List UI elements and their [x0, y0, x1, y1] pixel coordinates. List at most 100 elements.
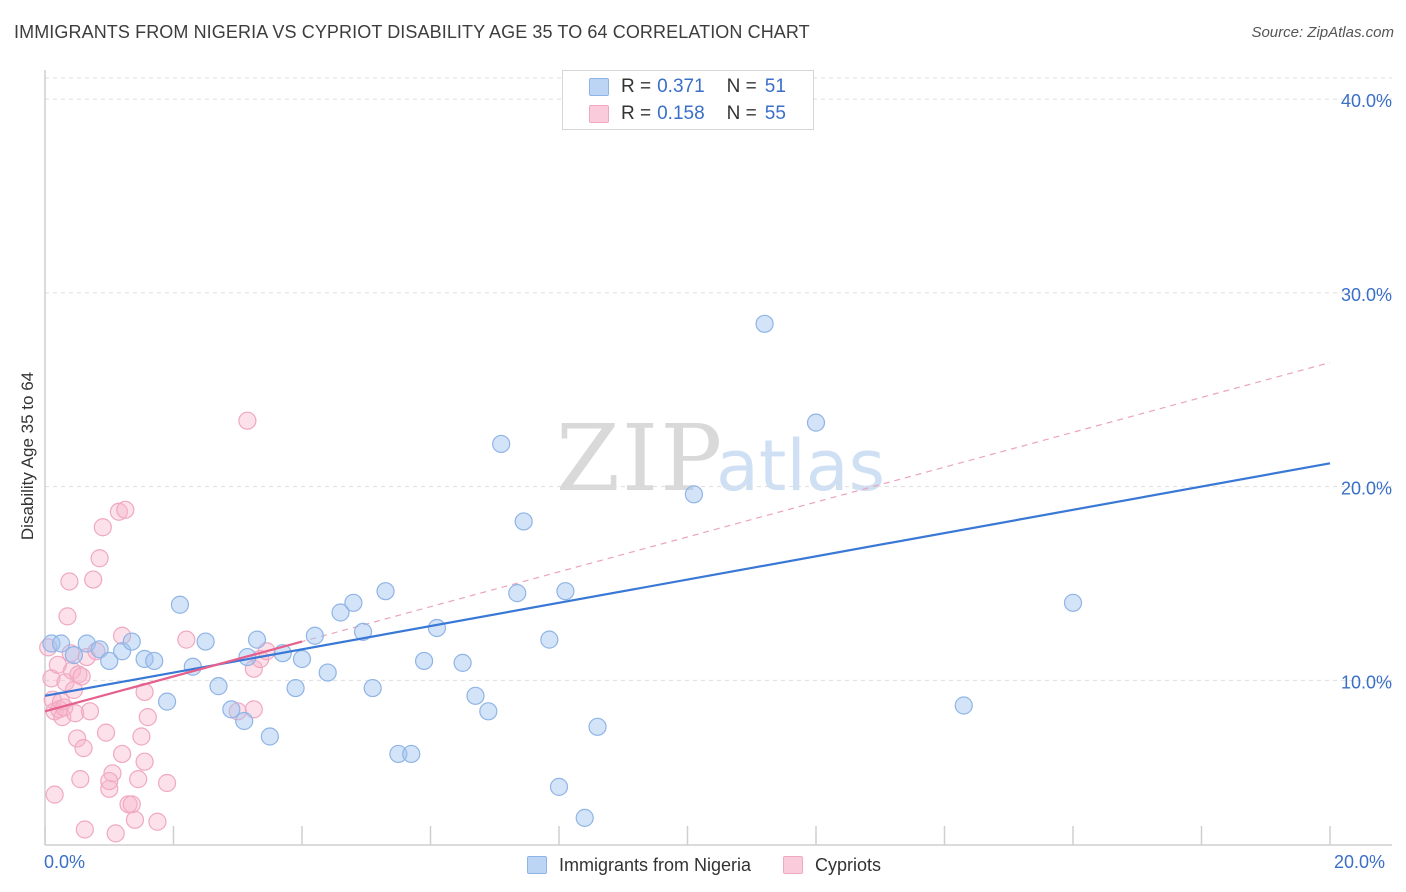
legend-swatch-pink [783, 856, 804, 874]
data-point-cypriots [109, 502, 128, 521]
data-point-cypriots [135, 752, 154, 771]
series-legend: Immigrants from Nigeria Cypriots [527, 852, 913, 878]
legend-r-value: 0.158 [657, 103, 705, 124]
data-point-nigeria [247, 630, 267, 649]
data-point-nigeria [292, 649, 312, 669]
data-point-cypriots [228, 702, 247, 721]
data-point-cypriots [112, 744, 132, 764]
watermark-zip: ZIP [556, 405, 724, 512]
data-point-nigeria [145, 651, 164, 671]
legend-n-label: N = [726, 103, 757, 124]
data-point-nigeria [196, 632, 215, 651]
data-point-cypriots [244, 700, 263, 719]
data-point-nigeria [806, 413, 826, 432]
data-point-nigeria [209, 677, 228, 696]
data-point-cypriots [157, 773, 177, 793]
legend-n-value: 51 [764, 76, 786, 97]
data-point-nigeria [260, 727, 279, 746]
watermark-atlas: atlas [716, 425, 885, 507]
x-tick-label-min: 0.0% [44, 852, 86, 872]
data-point-cypriots [148, 812, 167, 831]
data-point-cypriots [100, 771, 119, 791]
data-point-cypriots [80, 702, 100, 721]
legend-row-cypriots: R = 0.158 N = 55 [589, 100, 786, 128]
data-point-nigeria [414, 651, 434, 671]
data-point-nigeria [549, 777, 569, 796]
legend-r-label: R = [621, 103, 652, 124]
x-tick-label-max: 20.0% [1334, 852, 1386, 872]
data-point-nigeria [235, 711, 254, 731]
data-point-cypriots [90, 549, 109, 568]
y-tick-label: 20.0% [1341, 479, 1392, 499]
data-point-nigeria [466, 686, 485, 705]
data-point-cypriots [58, 607, 77, 626]
data-point-nigeria [1063, 593, 1083, 612]
legend-n-label: N = [726, 76, 757, 97]
legend-swatch-blue [589, 78, 609, 96]
legend-item-cypriots[interactable]: Cypriots [783, 855, 881, 876]
data-point-nigeria [90, 640, 109, 659]
data-point-cypriots [177, 630, 196, 649]
legend-item-nigeria[interactable]: Immigrants from Nigeria [527, 855, 751, 876]
data-point-nigeria [42, 634, 61, 653]
data-point-nigeria [318, 663, 337, 682]
data-point-cypriots [106, 824, 125, 843]
data-point-nigeria [479, 702, 498, 721]
data-point-cypriots [60, 572, 79, 591]
legend-swatch-pink [589, 105, 609, 123]
data-point-nigeria [389, 744, 408, 764]
data-point-nigeria [514, 512, 533, 531]
legend-label-nigeria: Immigrants from Nigeria [559, 854, 752, 875]
data-point-nigeria [402, 744, 421, 764]
data-point-nigeria [222, 700, 241, 719]
data-point-nigeria [508, 584, 527, 603]
y-tick-label: 40.0% [1341, 91, 1392, 111]
data-point-nigeria [64, 646, 84, 665]
data-point-cypriots [122, 795, 141, 814]
data-point-cypriots [96, 723, 116, 742]
data-point-nigeria [427, 618, 447, 638]
trend-line-cypriots [44, 640, 303, 713]
legend-row-nigeria: R = 0.371 N = 51 [589, 73, 786, 101]
data-point-nigeria [540, 630, 559, 649]
data-point-nigeria [112, 642, 132, 661]
data-point-nigeria [376, 582, 395, 601]
legend-r-label: R = [621, 76, 652, 97]
data-point-cypriots [129, 770, 148, 789]
data-point-nigeria [492, 434, 511, 454]
data-point-cypriots [100, 779, 119, 798]
data-point-nigeria [556, 582, 575, 601]
data-point-nigeria [755, 314, 774, 333]
data-point-cypriots [69, 665, 88, 684]
data-point-nigeria [684, 485, 704, 504]
legend-n-value: 55 [764, 103, 786, 124]
data-point-nigeria [305, 626, 324, 645]
data-point-nigeria [363, 678, 382, 698]
data-point-cypriots [71, 770, 90, 789]
correlation-legend: R = 0.371 N = 51 R = 0.158 N = 55 [562, 70, 814, 130]
data-point-cypriots [125, 810, 145, 829]
data-point-cypriots [238, 411, 257, 430]
data-point-nigeria [344, 593, 363, 612]
data-point-cypriots [84, 570, 103, 589]
data-point-nigeria [122, 632, 141, 651]
data-point-cypriots [138, 708, 157, 727]
trend-line-nigeria [44, 462, 1331, 697]
data-point-cypriots [68, 729, 87, 748]
data-point-cypriots [116, 500, 135, 519]
y-axis-label: Disability Age 35 to 64 [18, 371, 37, 541]
data-point-cypriots [244, 659, 263, 678]
source-credit: Source: ZipAtlas.com [1251, 24, 1394, 41]
data-point-nigeria [353, 622, 373, 641]
data-point-cypriots [87, 642, 106, 661]
data-point-cypriots [93, 518, 112, 537]
data-point-nigeria [100, 651, 119, 671]
data-point-nigeria [157, 692, 177, 711]
data-point-nigeria [588, 717, 607, 736]
data-point-cypriots [66, 704, 85, 723]
data-point-nigeria [331, 603, 350, 622]
data-point-cypriots [75, 820, 94, 839]
data-point-nigeria [575, 808, 594, 827]
y-tick-label: 10.0% [1341, 672, 1392, 692]
chart-title: IMMIGRANTS FROM NIGERIA VS CYPRIOT DISAB… [14, 22, 810, 42]
